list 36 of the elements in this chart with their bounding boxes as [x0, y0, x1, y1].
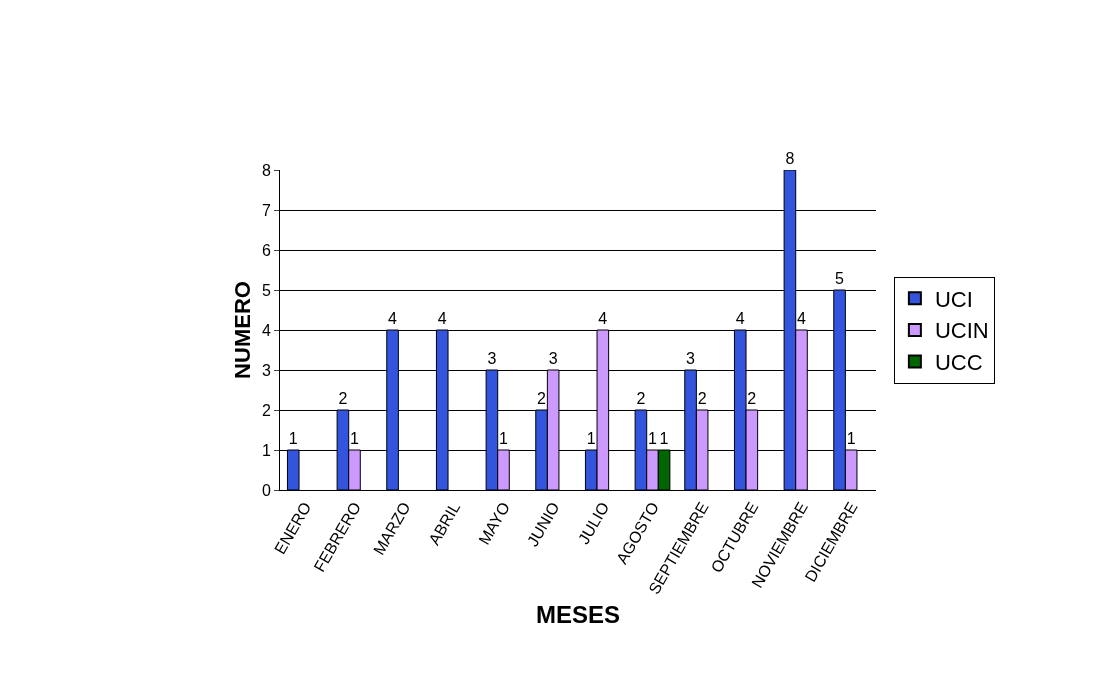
y-tick-label: 6 [261, 241, 271, 259]
y-axis-title: NUMERO [229, 281, 255, 379]
data-label: 4 [388, 310, 398, 327]
data-label: 2 [338, 390, 348, 407]
data-label: 4 [797, 310, 806, 327]
data-label: 2 [636, 390, 646, 407]
data-label: 1 [659, 430, 669, 447]
data-label: 1 [350, 430, 359, 447]
y-tick-label: 5 [261, 281, 271, 299]
y-tick-label: 4 [261, 321, 271, 339]
y-tick-label: 7 [261, 201, 271, 219]
y-tick-label: 1 [261, 441, 271, 459]
legend-label: UCC [934, 350, 983, 376]
data-label: 3 [686, 350, 696, 367]
x-axis-title: MESES [535, 601, 621, 629]
data-label: 4 [735, 310, 745, 327]
y-tick-label: 8 [261, 161, 271, 179]
data-label: 2 [697, 390, 707, 407]
data-label: 3 [487, 350, 497, 367]
legend-label: UCI [934, 286, 973, 312]
data-label: 2 [537, 390, 547, 407]
data-label: 3 [548, 350, 558, 367]
data-label: 1 [586, 430, 596, 447]
data-label: 8 [785, 150, 795, 167]
y-tick-label: 2 [261, 401, 271, 419]
legend-label: UCIN [934, 318, 989, 344]
data-label: 5 [835, 270, 845, 287]
data-label: 1 [846, 430, 856, 447]
y-tick-label: 3 [261, 361, 271, 379]
data-label: 4 [598, 310, 608, 327]
data-label: 4 [437, 310, 447, 327]
y-tick-label: 0 [261, 481, 271, 499]
data-label: 2 [747, 390, 757, 407]
data-label: 1 [288, 430, 298, 447]
data-label: 1 [648, 430, 657, 447]
data-label: 1 [499, 430, 508, 447]
